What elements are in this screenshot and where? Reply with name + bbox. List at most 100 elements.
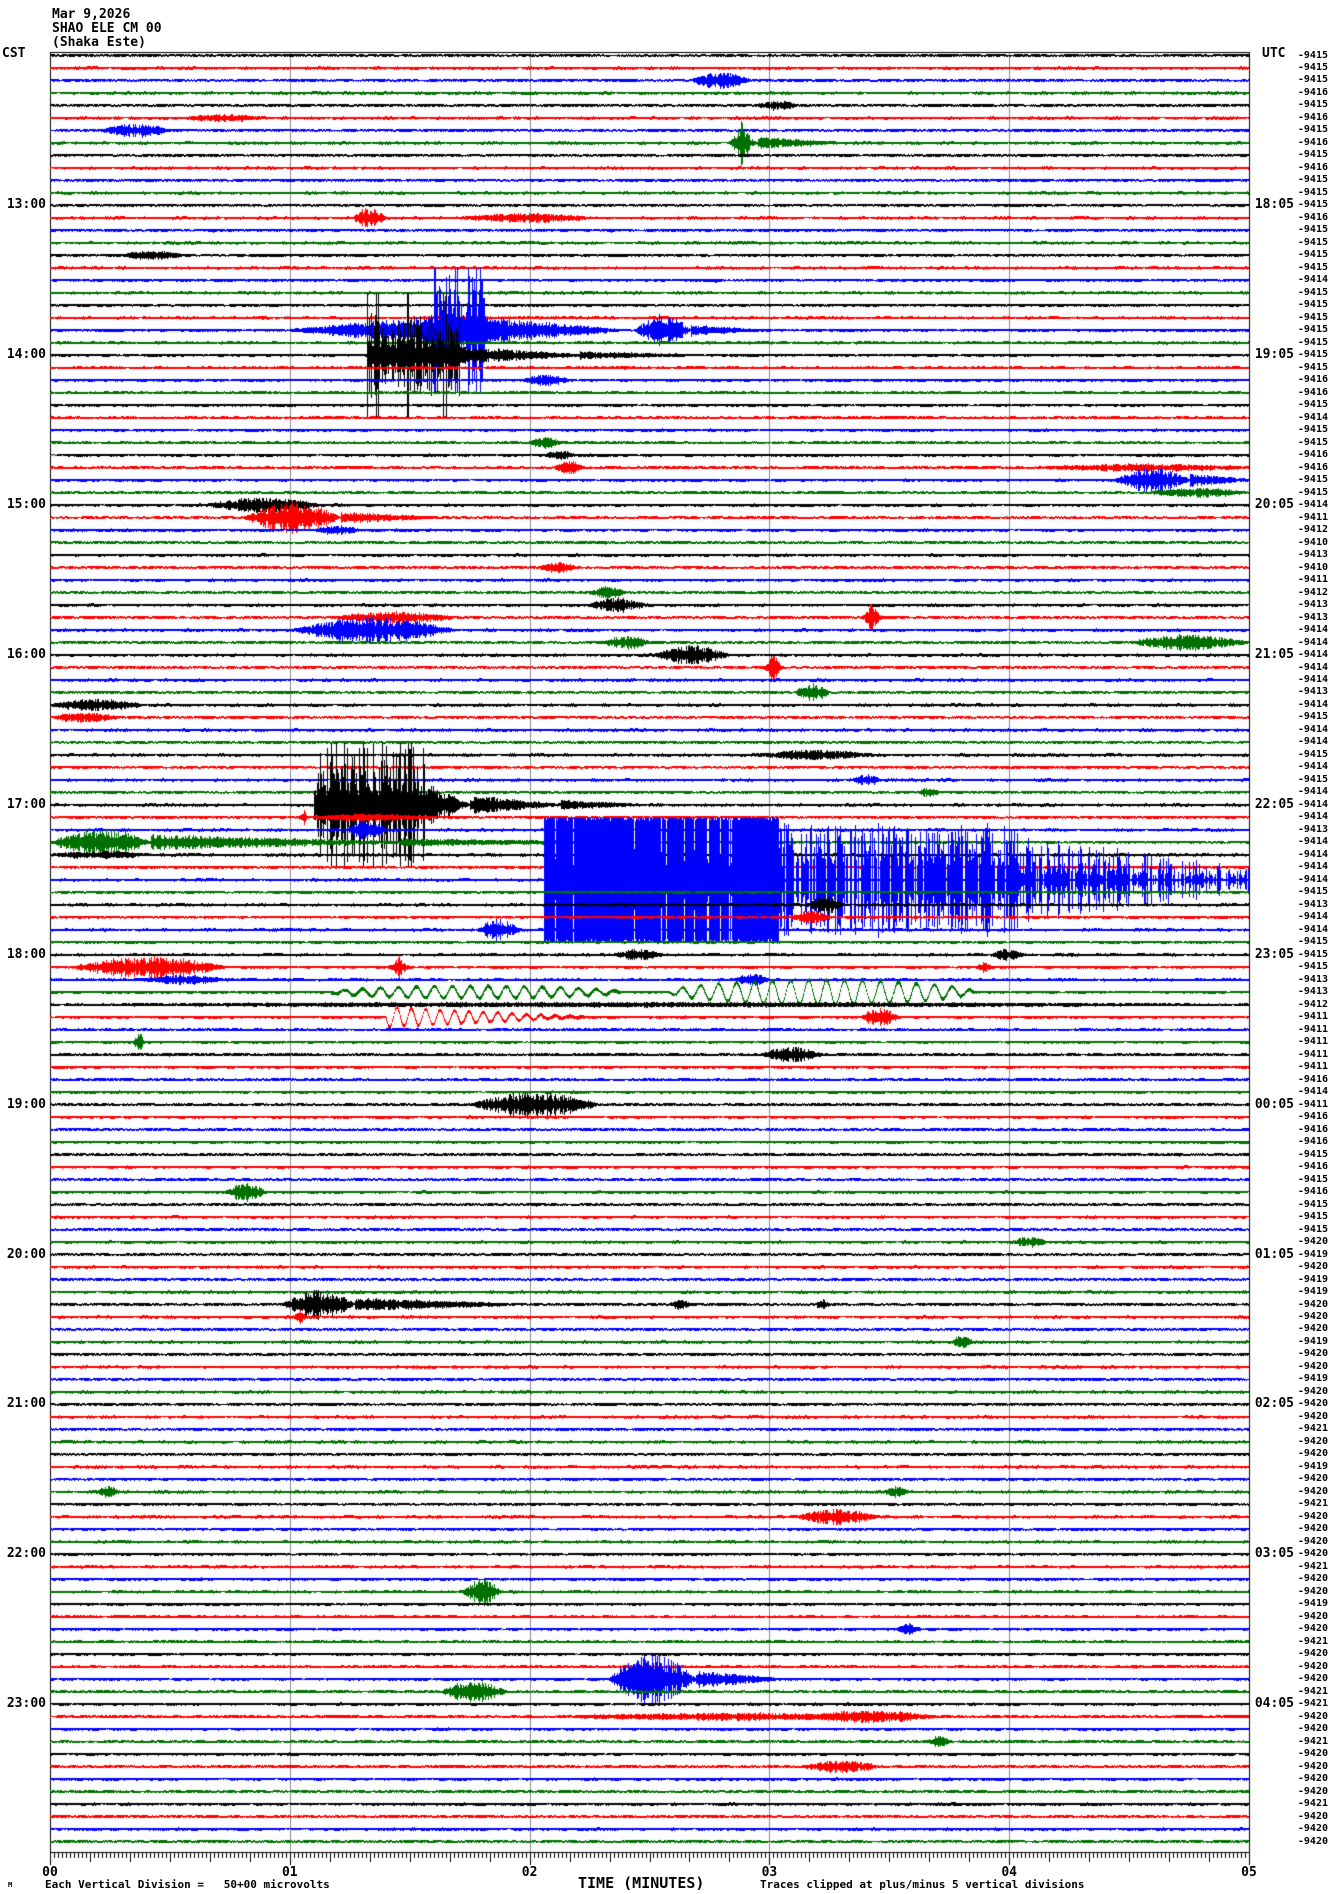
clip-note: Traces clipped at plus/minus 5 vertical … bbox=[760, 1878, 1085, 1891]
bias-value: -9414 bbox=[1297, 811, 1328, 823]
bias-value: -9420 bbox=[1297, 1723, 1328, 1735]
bias-value: -9420 bbox=[1297, 1785, 1328, 1797]
bias-value: -9415 bbox=[1297, 149, 1328, 161]
bias-value: -9416 bbox=[1297, 386, 1328, 398]
bias-value: -9420 bbox=[1297, 1610, 1328, 1622]
hour-label-cst: 16:00 bbox=[6, 647, 46, 663]
bias-value: -9420 bbox=[1297, 1648, 1328, 1660]
bias-value: -9414 bbox=[1297, 761, 1328, 773]
bias-value: -9415 bbox=[1297, 61, 1328, 73]
bias-value: -9413 bbox=[1297, 611, 1328, 623]
bias-value: -9413 bbox=[1297, 898, 1328, 910]
bias-value: -9415 bbox=[1297, 936, 1328, 948]
bias-value: -9414 bbox=[1297, 911, 1328, 923]
bias-value: -9414 bbox=[1297, 786, 1328, 798]
bias-value: -9411 bbox=[1297, 1061, 1328, 1073]
cst-timezone-label: CST bbox=[2, 46, 26, 61]
hour-label-utc: 02:05 bbox=[1254, 1396, 1294, 1412]
bias-value: -9413 bbox=[1297, 599, 1328, 611]
bias-value: -9419 bbox=[1297, 1373, 1328, 1385]
bias-value: -9420 bbox=[1297, 1385, 1328, 1397]
bias-value: -9410 bbox=[1297, 536, 1328, 548]
bias-value: -9420 bbox=[1297, 1261, 1328, 1273]
bias-value: -9420 bbox=[1297, 1710, 1328, 1722]
bias-value: -9420 bbox=[1297, 1298, 1328, 1310]
bias-value: -9420 bbox=[1297, 1310, 1328, 1322]
bias-value: -9415 bbox=[1297, 886, 1328, 898]
bias-value: -9416 bbox=[1297, 111, 1328, 123]
bias-value: -9412 bbox=[1297, 998, 1328, 1010]
bias-value: -9411 bbox=[1297, 1098, 1328, 1110]
bias-value: -9419 bbox=[1297, 1286, 1328, 1297]
minute-label: 02 bbox=[521, 1865, 538, 1880]
bias-value: -9415 bbox=[1297, 299, 1328, 311]
footer-mark: M bbox=[8, 1881, 13, 1889]
bias-value: -9415 bbox=[1297, 1223, 1328, 1235]
bias-value: -9420 bbox=[1297, 1435, 1328, 1447]
bias-value: -9419 bbox=[1297, 1598, 1328, 1610]
bias-value: -9414 bbox=[1297, 649, 1328, 661]
bias-value: -9421 bbox=[1297, 1498, 1328, 1510]
hour-label-utc: 22:05 bbox=[1254, 796, 1294, 812]
bias-value: -9415 bbox=[1297, 948, 1328, 960]
bias-value: -9415 bbox=[1297, 261, 1328, 273]
bias-value: -9421 bbox=[1297, 1798, 1328, 1810]
bias-value: -9413 bbox=[1297, 823, 1328, 835]
bias-value: -9420 bbox=[1297, 1360, 1328, 1372]
bias-value: -9420 bbox=[1297, 1236, 1328, 1248]
bias-value: -9415 bbox=[1297, 361, 1328, 373]
bias-value: -9416 bbox=[1297, 86, 1328, 98]
bias-value: -9414 bbox=[1297, 873, 1328, 885]
bias-value: -9420 bbox=[1297, 1585, 1328, 1597]
bias-value: -9411 bbox=[1297, 1011, 1328, 1023]
hour-label-utc: 03:05 bbox=[1254, 1546, 1294, 1562]
hour-label-cst: 23:00 bbox=[6, 1696, 46, 1712]
hour-label-cst: 20:00 bbox=[6, 1246, 46, 1262]
bias-value: -9412 bbox=[1297, 524, 1328, 536]
bias-value: -9414 bbox=[1297, 661, 1328, 673]
bias-value: -9420 bbox=[1297, 1660, 1328, 1672]
bias-value: -9415 bbox=[1297, 324, 1328, 336]
bias-value: -9411 bbox=[1297, 1048, 1328, 1060]
bias-value: -9415 bbox=[1297, 99, 1328, 111]
bias-value: -9420 bbox=[1297, 1773, 1328, 1785]
hour-label-utc: 19:05 bbox=[1254, 347, 1294, 363]
minute-label: 01 bbox=[281, 1865, 298, 1880]
header-station: SHAO ELE CM 00 bbox=[52, 21, 162, 36]
bias-value: -9414 bbox=[1297, 274, 1328, 286]
bias-value: -9414 bbox=[1297, 736, 1328, 748]
bias-value: -9414 bbox=[1297, 861, 1328, 873]
bias-value: -9415 bbox=[1297, 286, 1328, 298]
bias-value: -9421 bbox=[1297, 1698, 1328, 1710]
minute-label: 00 bbox=[42, 1865, 58, 1880]
hour-label-utc: 23:05 bbox=[1254, 946, 1294, 962]
bias-value: -9412 bbox=[1297, 586, 1328, 598]
bias-value: -9416 bbox=[1297, 1111, 1328, 1123]
hour-label-utc: 01:05 bbox=[1254, 1246, 1294, 1262]
bias-value: -9414 bbox=[1297, 698, 1328, 710]
bias-value: -9416 bbox=[1297, 1186, 1328, 1198]
minute-label: 03 bbox=[761, 1865, 778, 1880]
bias-value: -9415 bbox=[1297, 1211, 1328, 1223]
bias-value: -9416 bbox=[1297, 449, 1328, 461]
bias-value: -9414 bbox=[1297, 723, 1328, 735]
bias-value: -9421 bbox=[1297, 1735, 1328, 1747]
bias-value: -9415 bbox=[1297, 773, 1328, 785]
bias-value: -9415 bbox=[1297, 349, 1328, 361]
hour-label-utc: 18:05 bbox=[1254, 197, 1294, 213]
bias-value: -9415 bbox=[1297, 199, 1328, 211]
bias-value: -9414 bbox=[1297, 798, 1328, 810]
bias-value: -9420 bbox=[1297, 1448, 1328, 1460]
bias-value: -9419 bbox=[1297, 1248, 1328, 1260]
minute-label: 05 bbox=[1241, 1865, 1257, 1880]
bias-value: -9416 bbox=[1297, 1123, 1328, 1135]
bias-value: -9416 bbox=[1297, 461, 1328, 473]
hour-label-utc: 20:05 bbox=[1254, 497, 1294, 513]
bias-value: -9413 bbox=[1297, 973, 1328, 985]
bias-value: -9420 bbox=[1297, 1510, 1328, 1522]
bias-value: -9415 bbox=[1297, 74, 1328, 86]
bias-value: -9420 bbox=[1297, 1523, 1328, 1535]
bias-value: -9419 bbox=[1297, 1460, 1328, 1472]
bias-value: -9414 bbox=[1297, 1086, 1328, 1098]
